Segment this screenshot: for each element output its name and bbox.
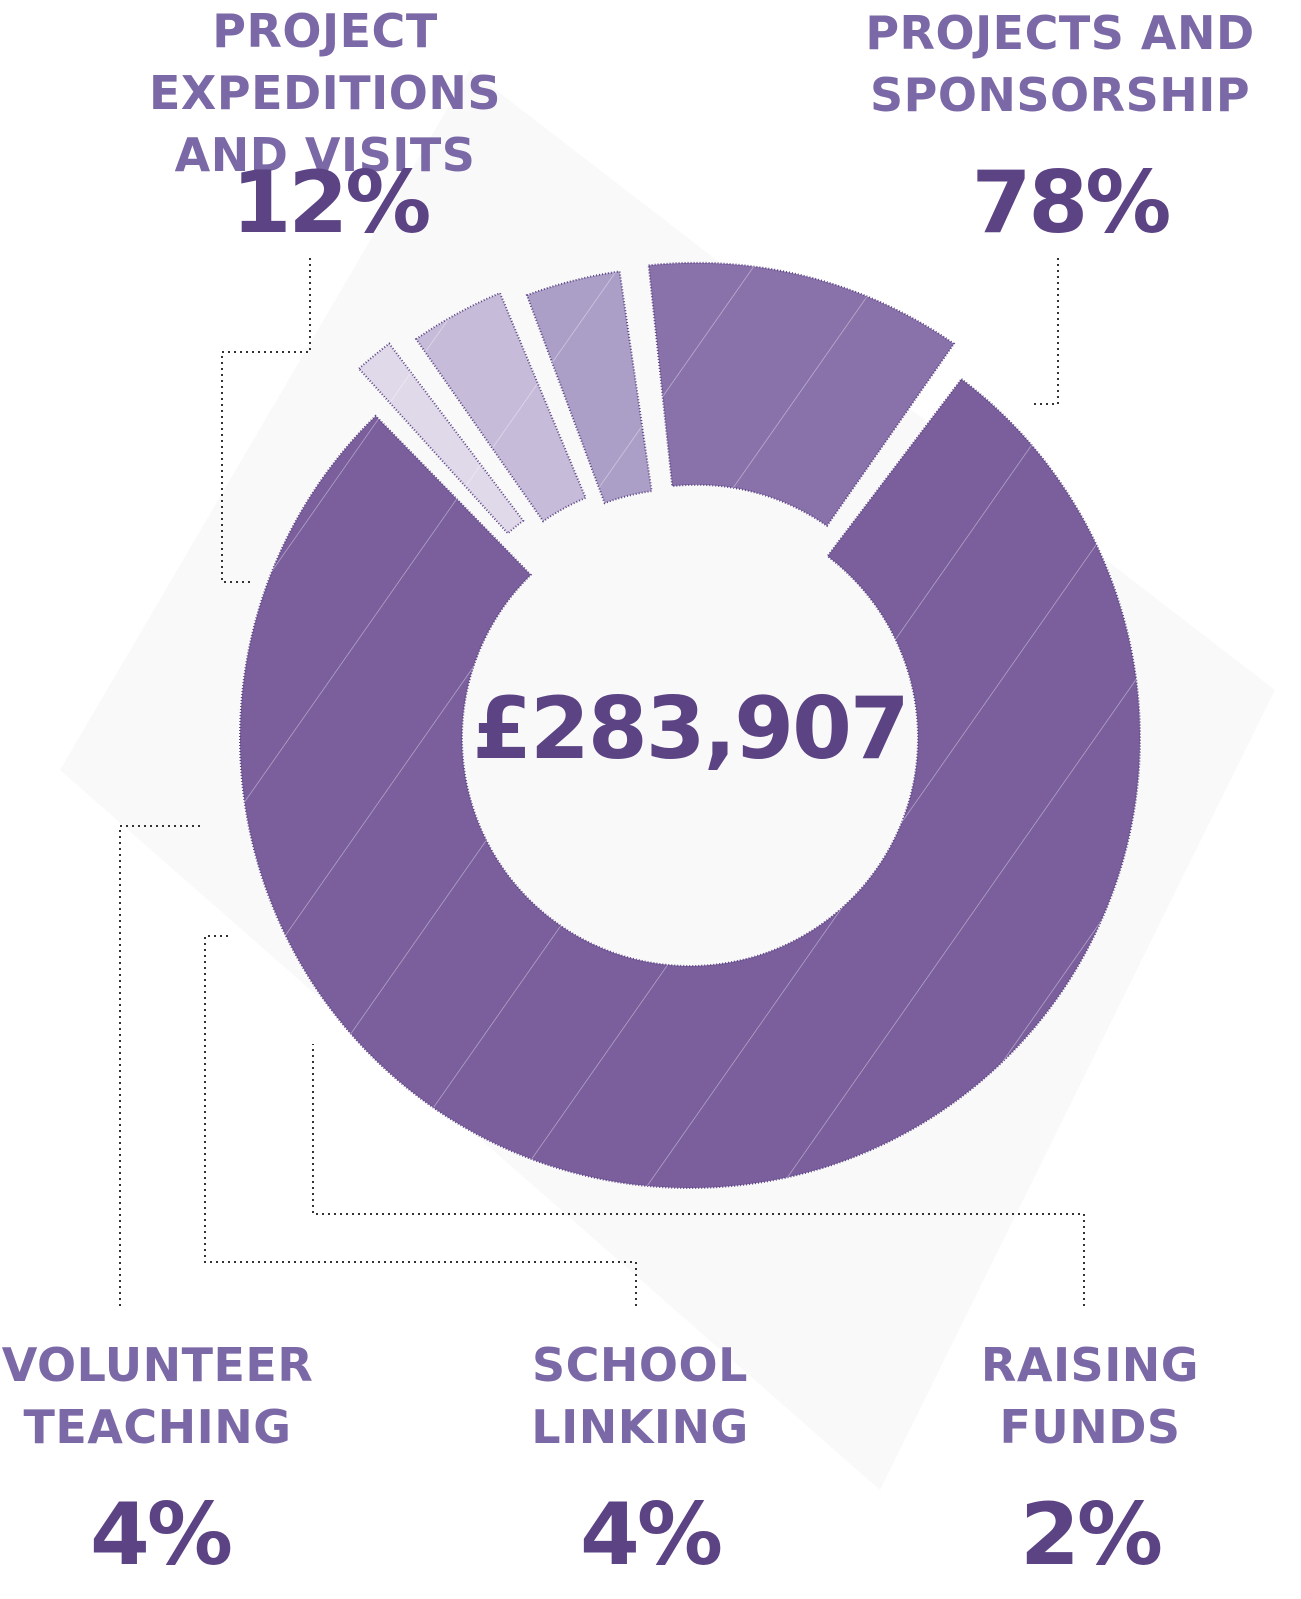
slice-hatch-expeditions <box>648 262 954 526</box>
leader-lines <box>119 258 1085 1306</box>
slice-label-sponsorship: PROJECTS AND SPONSORSHIP <box>865 6 1255 122</box>
slice-label-raising: RAISING FUNDS <box>980 1338 1200 1454</box>
leader-line-raising <box>312 1044 1085 1306</box>
slice-value-raising: 2% <box>1019 1485 1163 1585</box>
slice-value-expeditions: 12% <box>231 153 432 253</box>
donut-slices <box>239 261 1141 1189</box>
leader-line-volunteer <box>119 825 200 1306</box>
total-amount: £283,907 <box>472 679 910 779</box>
slice-label-volunteer: VOLUNTEER TEACHING <box>1 1338 314 1454</box>
slice-label-expeditions: PROJECT EXPEDITIONS AND VISITS <box>148 4 502 182</box>
slice-hatch-raising <box>358 343 524 534</box>
background-diamond <box>60 70 1275 1490</box>
leader-line-school <box>204 935 637 1306</box>
slice-hatch-volunteer <box>526 271 652 504</box>
slice-value-sponsorship: 78% <box>971 153 1172 253</box>
slice-value-school: 4% <box>579 1485 723 1585</box>
leader-line-expeditions <box>221 258 311 583</box>
leader-line-sponsorship <box>1032 258 1059 405</box>
slice-label-school: SCHOOL LINKING <box>531 1338 749 1454</box>
slice-value-volunteer: 4% <box>89 1485 233 1585</box>
slice-hatch-sponsorship <box>239 379 1140 1188</box>
slice-hatch-school <box>416 293 586 522</box>
